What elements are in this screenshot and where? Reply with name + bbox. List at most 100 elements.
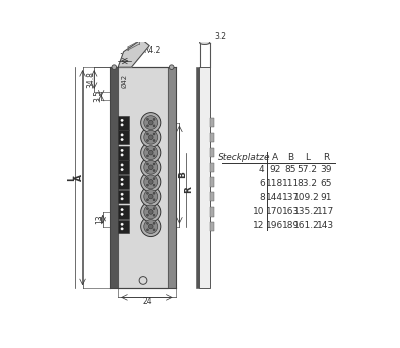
Bar <box>118 160 129 174</box>
Circle shape <box>153 199 155 201</box>
Circle shape <box>153 229 155 231</box>
Circle shape <box>153 184 155 186</box>
Circle shape <box>148 180 153 184</box>
Circle shape <box>146 140 148 142</box>
Bar <box>210 148 214 157</box>
Circle shape <box>153 177 155 180</box>
Circle shape <box>121 154 123 156</box>
Circle shape <box>141 157 161 177</box>
Circle shape <box>144 116 158 129</box>
Circle shape <box>153 133 155 135</box>
Circle shape <box>148 135 153 140</box>
Text: L: L <box>67 175 76 181</box>
Text: 137: 137 <box>282 193 299 202</box>
Text: 57.2: 57.2 <box>297 165 317 174</box>
Polygon shape <box>118 39 149 67</box>
Circle shape <box>146 133 148 135</box>
Circle shape <box>148 120 153 125</box>
Text: B: B <box>287 153 293 162</box>
Text: 12: 12 <box>253 221 265 230</box>
Circle shape <box>141 127 161 147</box>
Text: R4.2: R4.2 <box>143 46 160 55</box>
Text: 111: 111 <box>282 179 299 188</box>
Circle shape <box>121 168 123 171</box>
Text: 65: 65 <box>320 179 332 188</box>
Circle shape <box>121 119 123 121</box>
Circle shape <box>153 214 155 216</box>
Circle shape <box>121 193 123 195</box>
Text: 10: 10 <box>253 207 265 216</box>
Text: 83.2: 83.2 <box>297 179 317 188</box>
Bar <box>118 205 129 219</box>
Circle shape <box>141 187 161 207</box>
Circle shape <box>153 163 155 165</box>
Bar <box>118 190 129 204</box>
Circle shape <box>146 155 148 157</box>
Text: 17: 17 <box>120 54 129 62</box>
Text: 4: 4 <box>259 165 265 174</box>
Circle shape <box>141 202 161 222</box>
Circle shape <box>153 125 155 127</box>
Circle shape <box>121 228 123 230</box>
Text: 3.2: 3.2 <box>214 32 226 41</box>
Text: R: R <box>184 186 193 193</box>
Bar <box>118 146 129 160</box>
Bar <box>210 222 214 231</box>
Circle shape <box>141 143 161 163</box>
Circle shape <box>144 220 158 234</box>
Circle shape <box>146 163 148 165</box>
Circle shape <box>146 222 148 224</box>
Text: 13: 13 <box>95 214 104 224</box>
Circle shape <box>141 216 161 237</box>
Bar <box>118 175 129 189</box>
Circle shape <box>121 179 123 181</box>
Text: 143: 143 <box>317 221 334 230</box>
Text: 109.2: 109.2 <box>294 193 320 202</box>
Circle shape <box>153 222 155 224</box>
Text: 135.2: 135.2 <box>294 207 320 216</box>
Circle shape <box>153 169 155 172</box>
Bar <box>199 67 210 288</box>
Bar <box>168 67 176 288</box>
Circle shape <box>146 208 148 209</box>
Circle shape <box>169 65 174 70</box>
Bar <box>210 163 214 172</box>
Text: 91: 91 <box>320 193 332 202</box>
Circle shape <box>148 150 153 155</box>
Circle shape <box>146 229 148 231</box>
Circle shape <box>121 198 123 200</box>
Circle shape <box>146 125 148 127</box>
Circle shape <box>153 148 155 150</box>
Bar <box>210 177 214 187</box>
Bar <box>118 67 168 288</box>
Bar <box>110 67 118 288</box>
Circle shape <box>146 169 148 172</box>
Circle shape <box>153 192 155 194</box>
Text: 85: 85 <box>284 165 296 174</box>
Circle shape <box>146 118 148 120</box>
Circle shape <box>141 172 161 192</box>
Text: L: L <box>305 153 310 162</box>
Circle shape <box>144 160 158 174</box>
Circle shape <box>148 224 153 229</box>
Bar <box>118 130 129 144</box>
Circle shape <box>121 208 123 211</box>
Circle shape <box>144 190 158 204</box>
Circle shape <box>121 223 123 226</box>
Circle shape <box>121 124 123 126</box>
Circle shape <box>148 194 153 199</box>
Circle shape <box>148 209 153 214</box>
Circle shape <box>121 213 123 215</box>
Text: 8: 8 <box>259 193 265 202</box>
Bar <box>118 220 129 234</box>
Text: Ø42: Ø42 <box>121 74 127 88</box>
Text: 34.8: 34.8 <box>86 71 96 88</box>
Text: B: B <box>178 171 187 178</box>
Bar <box>210 133 214 142</box>
Circle shape <box>141 113 161 133</box>
Circle shape <box>148 165 153 169</box>
Text: 117: 117 <box>317 207 334 216</box>
Circle shape <box>146 214 148 216</box>
Text: 144: 144 <box>266 193 283 202</box>
Circle shape <box>146 192 148 194</box>
